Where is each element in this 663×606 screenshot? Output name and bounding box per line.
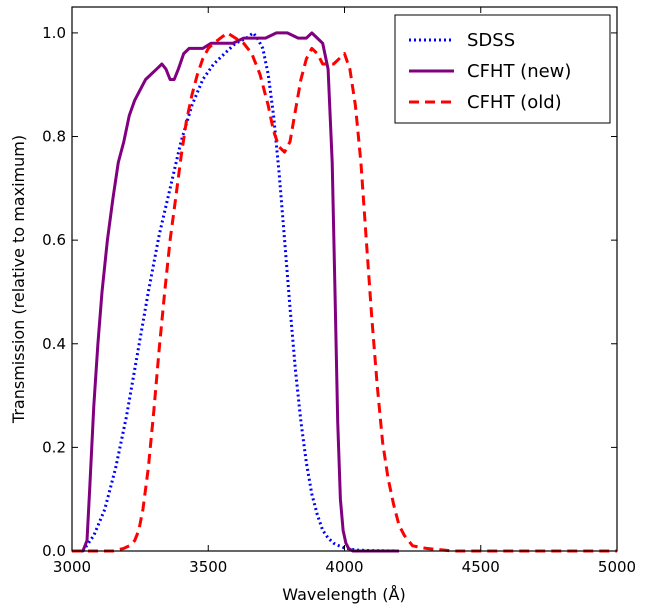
x-tick-label: 4500 (462, 558, 500, 576)
y-tick-label: 0.8 (42, 128, 66, 146)
series-line-1 (77, 31, 399, 553)
y-tick-label: 0.6 (42, 231, 66, 249)
legend-label-2: CFHT (old) (467, 92, 562, 113)
series-line-2 (72, 31, 617, 553)
series-layer (72, 31, 617, 553)
y-tick-label: 0.2 (42, 438, 66, 456)
x-tick-label: 3500 (189, 558, 227, 576)
y-axis-title: Transmission (relative to maximum) (9, 135, 28, 424)
y-tick-label: 0.4 (42, 335, 66, 353)
y-tick-label: 0.0 (42, 542, 66, 560)
legend-entries: SDSS CFHT (new) CFHT (old) (409, 30, 571, 113)
series-line-0 (81, 31, 400, 553)
x-axis-title: Wavelength (Å) (282, 585, 405, 604)
legend-box (394, 14, 611, 124)
ticks-layer: 3000 3500 4000 4500 5000 0.0 0.2 0.4 0.6 0.8 1.0 (42, 7, 636, 576)
x-tick-label: 4000 (325, 558, 363, 576)
legend: SDSS CFHT (new) CFHT (old) (394, 14, 611, 124)
legend-label-0: SDSS (467, 30, 515, 51)
x-tick-label: 5000 (598, 558, 636, 576)
y-tick-label: 1.0 (42, 24, 66, 42)
legend-label-1: CFHT (new) (467, 61, 571, 82)
x-tick-label: 3000 (53, 558, 91, 576)
